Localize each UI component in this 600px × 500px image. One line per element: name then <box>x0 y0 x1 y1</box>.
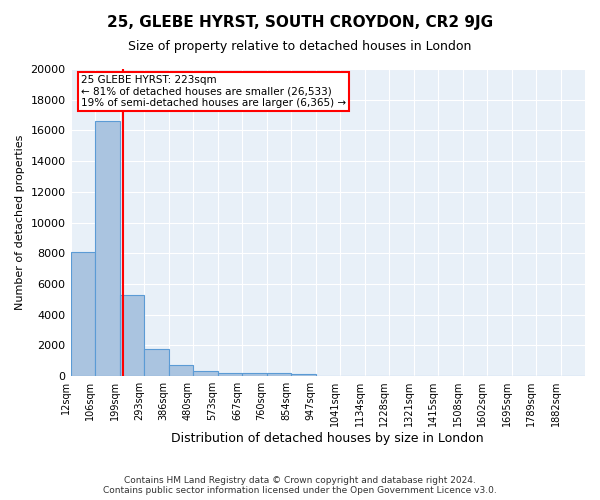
Bar <box>242 373 266 376</box>
X-axis label: Distribution of detached houses by size in London: Distribution of detached houses by size … <box>172 432 484 445</box>
Bar <box>169 366 193 376</box>
Text: 25 GLEBE HYRST: 223sqm
← 81% of detached houses are smaller (26,533)
19% of semi: 25 GLEBE HYRST: 223sqm ← 81% of detached… <box>81 75 346 108</box>
Bar <box>95 121 119 376</box>
Bar <box>218 372 242 376</box>
Text: Size of property relative to detached houses in London: Size of property relative to detached ho… <box>128 40 472 53</box>
Bar <box>266 374 291 376</box>
Y-axis label: Number of detached properties: Number of detached properties <box>15 135 25 310</box>
Text: Contains HM Land Registry data © Crown copyright and database right 2024.
Contai: Contains HM Land Registry data © Crown c… <box>103 476 497 495</box>
Bar <box>144 349 169 376</box>
Text: 25, GLEBE HYRST, SOUTH CROYDON, CR2 9JG: 25, GLEBE HYRST, SOUTH CROYDON, CR2 9JG <box>107 15 493 30</box>
Bar <box>71 252 95 376</box>
Bar <box>119 294 144 376</box>
Bar <box>193 371 218 376</box>
Bar <box>291 374 316 376</box>
